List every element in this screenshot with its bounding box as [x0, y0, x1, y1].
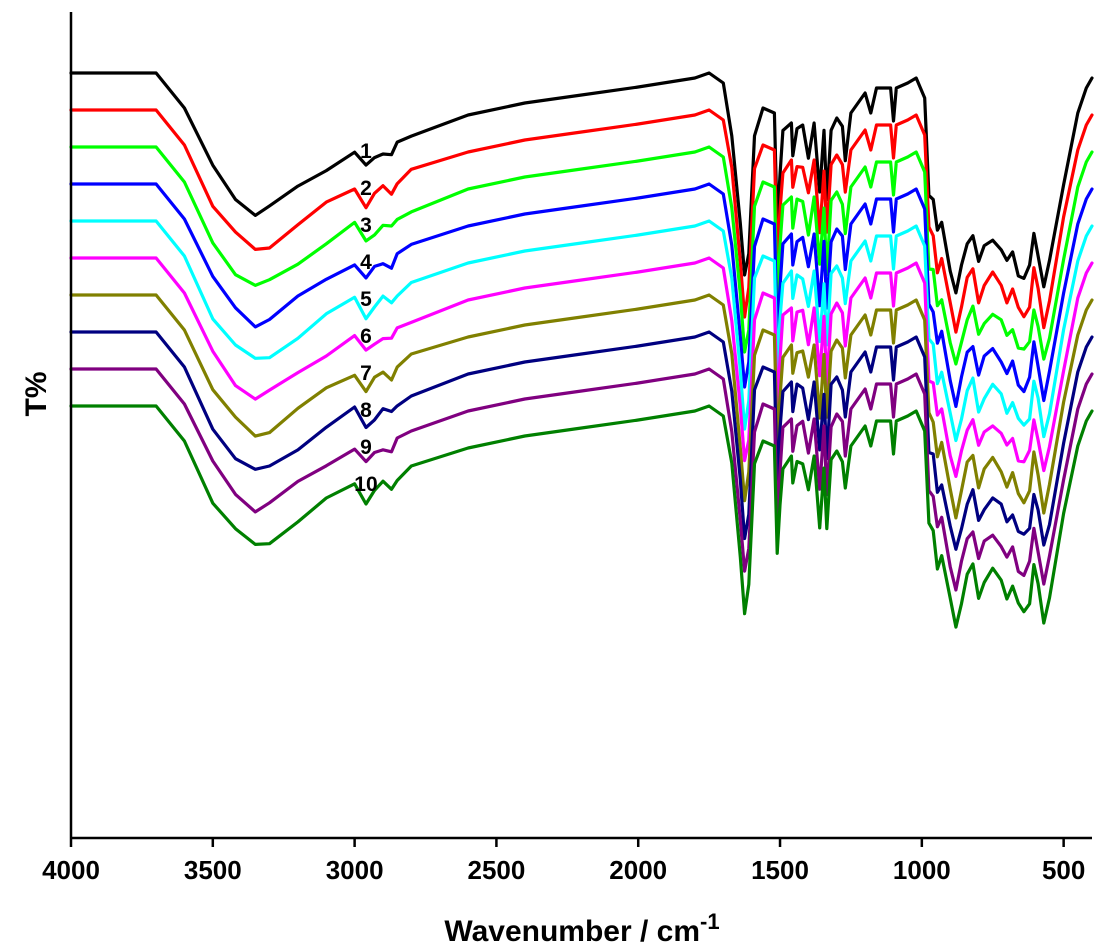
series-line-4 — [69, 182, 1094, 408]
series-line-9 — [69, 367, 1094, 592]
y-axis-title: T% — [20, 372, 53, 417]
series-line-10 — [69, 404, 1094, 629]
x-tick-label-1500: 1500 — [751, 855, 809, 885]
series-labels: 1 2 3 4 5 6 7 8 9 10 — [354, 140, 377, 496]
x-axis-title: Wavenumber / cm-1 — [444, 909, 719, 948]
series-line-5 — [69, 219, 1094, 443]
series-line-2 — [69, 108, 1094, 334]
series-line-6 — [69, 256, 1094, 478]
series-label-4: 4 — [360, 251, 372, 274]
series-line-7 — [69, 293, 1094, 520]
x-axis-title-text: Wavenumber / cm — [444, 915, 700, 948]
x-tick-label-2500: 2500 — [467, 855, 525, 885]
x-tick-label-500: 500 — [1042, 855, 1085, 885]
x-tick-label-2000: 2000 — [609, 855, 667, 885]
x-tick-label-3500: 3500 — [184, 855, 242, 885]
series-label-7: 7 — [360, 362, 372, 385]
series-line-1 — [69, 71, 1094, 295]
x-tick-label-3000: 3000 — [326, 855, 384, 885]
series-group — [69, 71, 1094, 629]
x-axis-title-superscript: -1 — [700, 909, 720, 934]
series-label-8: 8 — [360, 399, 372, 422]
series-label-2: 2 — [360, 177, 372, 200]
x-tick-label-1000: 1000 — [893, 855, 951, 885]
series-label-10: 10 — [354, 473, 377, 496]
x-tick-label-4000: 4000 — [42, 855, 100, 885]
series-label-6: 6 — [360, 325, 372, 348]
series-label-9: 9 — [360, 436, 372, 459]
series-label-1: 1 — [360, 140, 372, 163]
series-label-5: 5 — [360, 288, 372, 311]
series-label-3: 3 — [360, 214, 372, 237]
x-ticks: 4000 3500 3000 2500 2000 1500 1000 500 — [42, 838, 1085, 885]
